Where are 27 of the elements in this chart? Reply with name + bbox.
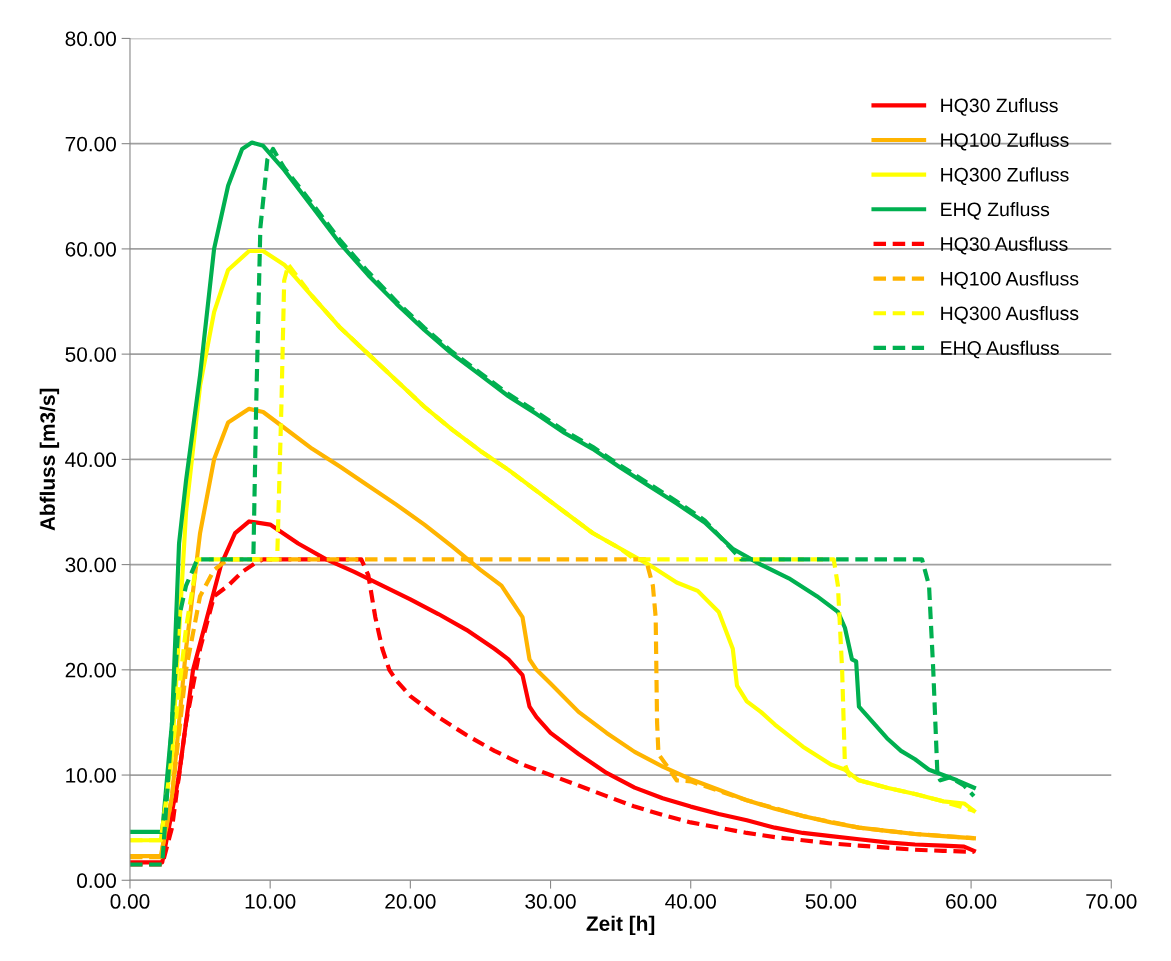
y-tick-label: 30.00 bbox=[65, 557, 116, 573]
y-axis-title: Abfluss [m3/s] bbox=[39, 388, 60, 531]
x-tick-label: 0.00 bbox=[110, 894, 150, 909]
legend-label: EHQ Ausfluss bbox=[941, 340, 1059, 359]
y-tick-label: 60.00 bbox=[65, 241, 116, 257]
y-tick-label: 80.00 bbox=[65, 31, 116, 47]
y-tick-label: 70.00 bbox=[65, 136, 116, 152]
x-tick-label: 70.00 bbox=[1086, 894, 1137, 909]
y-tick-label: 40.00 bbox=[65, 452, 116, 468]
legend-label: HQ30 Ausfluss bbox=[941, 236, 1068, 255]
x-tick-label: 60.00 bbox=[946, 894, 997, 909]
x-tick-label: 10.00 bbox=[245, 894, 296, 909]
legend-label: HQ100 Ausfluss bbox=[941, 271, 1079, 290]
x-tick-label: 20.00 bbox=[385, 894, 436, 909]
y-tick-label: 10.00 bbox=[66, 768, 116, 783]
x-axis-title: Zeit [h] bbox=[586, 915, 655, 936]
legend-label: HQ300 Ausfluss bbox=[941, 305, 1079, 324]
legend-label: EHQ Zufluss bbox=[941, 201, 1050, 220]
legend-label: HQ100 Zufluss bbox=[941, 132, 1069, 151]
legend-label: HQ30 Zufluss bbox=[941, 98, 1058, 116]
legend-label: HQ300 Zufluss bbox=[941, 167, 1069, 186]
y-tick-label: 50.00 bbox=[65, 347, 116, 362]
y-tick-label: 20.00 bbox=[65, 662, 116, 678]
x-tick-label: 40.00 bbox=[665, 894, 716, 909]
x-tick-label: 30.00 bbox=[525, 894, 576, 909]
x-tick-label: 50.00 bbox=[805, 894, 857, 909]
y-tick-label: 0.00 bbox=[77, 873, 116, 889]
